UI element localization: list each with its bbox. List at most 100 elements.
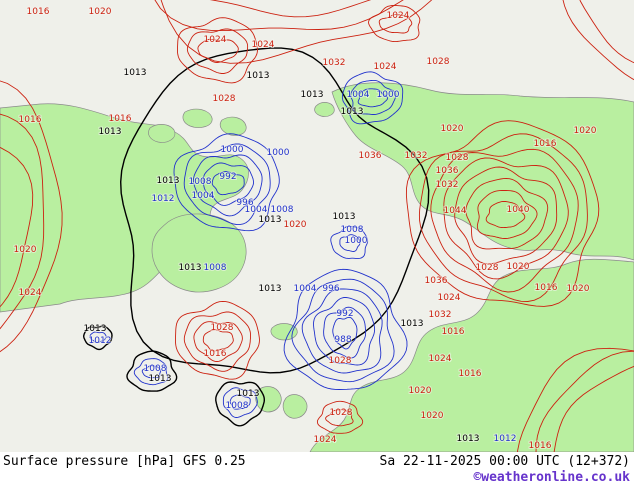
isobar-value-label: 1028 bbox=[446, 153, 469, 163]
isobar-value-label: 1013 bbox=[457, 434, 480, 444]
isobar-1013 bbox=[119, 47, 430, 374]
isobar-value-label: 1004 bbox=[245, 205, 268, 215]
isobar-1016 bbox=[405, 120, 600, 307]
isobar-value-label: 1012 bbox=[152, 194, 175, 204]
isobar-value-label: 1020 bbox=[567, 284, 590, 294]
isobar-value-label: 1004 bbox=[294, 284, 317, 294]
isobar-1036 bbox=[465, 178, 549, 250]
isobar-1012 bbox=[222, 387, 258, 418]
weatheronline-credit-link[interactable]: ©weatheronline.co.uk bbox=[473, 470, 630, 485]
isobar-value-label: 1024 bbox=[374, 62, 397, 72]
isobar-value-label: 1000 bbox=[377, 90, 400, 100]
land-eurasia-europe bbox=[309, 258, 634, 452]
isobar-value-label: 1013 bbox=[401, 319, 424, 329]
isobar-value-label: 1024 bbox=[252, 40, 275, 50]
isobar-1028 bbox=[443, 157, 569, 280]
isobar-1000 bbox=[357, 88, 388, 108]
isobar-1004 bbox=[291, 278, 395, 383]
isobar-1000 bbox=[301, 288, 383, 374]
isobar-1028 bbox=[154, 0, 404, 32]
isobar-996 bbox=[202, 162, 254, 206]
isobar-value-label: 1012 bbox=[494, 434, 517, 444]
isobar-value-label: 996 bbox=[322, 284, 339, 294]
isobar-value-label: 988 bbox=[334, 335, 351, 345]
isobar-value-label: 1032 bbox=[436, 180, 459, 190]
isobar-value-label: 1028 bbox=[213, 94, 236, 104]
isobar-value-label: 1013 bbox=[84, 324, 107, 334]
isobar-1004 bbox=[350, 79, 397, 115]
footer: Surface pressure [hPa] GFS 0.25 Sa 22-11… bbox=[0, 452, 634, 490]
isobar-value-label: 1000 bbox=[267, 148, 290, 158]
isobar-value-label: 1036 bbox=[425, 276, 448, 286]
isobar-value-label: 1020 bbox=[14, 245, 37, 255]
land-greenland bbox=[151, 213, 247, 293]
isobar-value-label: 1016 bbox=[27, 7, 50, 17]
isobar-value-label: 992 bbox=[336, 309, 353, 319]
isobar-value-label: 1013 bbox=[149, 374, 172, 384]
isobar-1013 bbox=[215, 381, 265, 427]
isobar-value-label: 1013 bbox=[259, 215, 282, 225]
isobar-value-label: 1020 bbox=[421, 411, 444, 421]
isobar-1024 bbox=[316, 400, 364, 434]
isobar-value-label: 1024 bbox=[438, 293, 461, 303]
land-britain-2 bbox=[282, 394, 308, 419]
isobar-1020 bbox=[183, 311, 251, 372]
isobar-value-label: 1013 bbox=[99, 127, 122, 137]
isobar-value-label: 1032 bbox=[429, 310, 452, 320]
isobar-value-label: 1028 bbox=[427, 57, 450, 67]
land-svalbard bbox=[314, 102, 335, 117]
isobar-1028 bbox=[378, 14, 413, 34]
land-iceland bbox=[270, 323, 298, 341]
isobar-1024 bbox=[368, 5, 421, 43]
isobar-value-label: 1008 bbox=[189, 177, 212, 187]
isobar-value-label: 1013 bbox=[124, 68, 147, 78]
isobar-value-label: 1016 bbox=[459, 369, 482, 379]
footer-credit-row: ©weatheronline.co.uk bbox=[0, 469, 634, 485]
isobar-value-label: 1013 bbox=[157, 176, 180, 186]
isobar-1020 bbox=[186, 28, 249, 74]
isobar-layer bbox=[0, 0, 634, 452]
isobar-value-label: 1032 bbox=[405, 151, 428, 161]
isobar-value-label: 1020 bbox=[441, 124, 464, 134]
isobar-value-label: 996 bbox=[236, 198, 253, 208]
isobar-value-label: 1000 bbox=[345, 236, 368, 246]
isobar-value-label: 1013 bbox=[179, 263, 202, 273]
isobar-1024 bbox=[193, 321, 243, 362]
isobar-value-label: 1024 bbox=[429, 354, 452, 364]
land-britain bbox=[255, 386, 282, 413]
isobar-value-label: 1008 bbox=[226, 401, 249, 411]
map-title: Surface pressure [hPa] GFS 0.25 bbox=[3, 454, 246, 469]
isobar-1028 bbox=[325, 409, 354, 427]
pressure-map-canvas: 1013 1013 1013 1013 1013 1013 1013 1013 1013 1013… bbox=[0, 0, 634, 452]
isobar-value-label: 1020 bbox=[409, 386, 432, 396]
isobar-1008 bbox=[341, 71, 404, 125]
isobar-1004 bbox=[330, 225, 369, 259]
isobar-value-label: 1008 bbox=[271, 205, 294, 215]
isobar-1016 bbox=[177, 17, 258, 84]
isobar-value-label: 1020 bbox=[89, 7, 112, 17]
isobar-value-label: 1016 bbox=[535, 283, 558, 293]
isobar-value-label: 1013 bbox=[301, 90, 324, 100]
isobar-value-label: 1004 bbox=[192, 191, 215, 201]
isobar-value-label: 1024 bbox=[204, 35, 227, 45]
isobar-1000 bbox=[339, 234, 361, 252]
footer-caption-row: Surface pressure [hPa] GFS 0.25 Sa 22-11… bbox=[0, 452, 634, 469]
isobar-value-label: 1016 bbox=[534, 139, 557, 149]
isobar-value-label: 1004 bbox=[347, 90, 370, 100]
isobar-value-label: 1016 bbox=[442, 327, 465, 337]
land-arctic-island-1 bbox=[148, 124, 176, 143]
isobar-value-label: 1024 bbox=[387, 11, 410, 21]
isobar-value-label: 1016 bbox=[19, 115, 42, 125]
isobar-1020 bbox=[418, 133, 588, 302]
isobar-1044 bbox=[485, 201, 526, 229]
isobar-value-label: 1020 bbox=[507, 262, 530, 272]
isobar-value-label: 1036 bbox=[436, 166, 459, 176]
isobar-value-label: 1008 bbox=[341, 225, 364, 235]
isobar-value-label: 1016 bbox=[109, 114, 132, 124]
isobar-1012 bbox=[133, 358, 169, 386]
isobar-value-label: 1013 bbox=[237, 389, 260, 399]
surface-pressure-map: 1013 1013 1013 1013 1013 1013 1013 1013 1013 1013… bbox=[0, 0, 634, 452]
isobar-1024 bbox=[197, 38, 239, 63]
isobar-value-label: 1013 bbox=[247, 71, 270, 81]
isobar-1032 bbox=[160, 0, 433, 64]
